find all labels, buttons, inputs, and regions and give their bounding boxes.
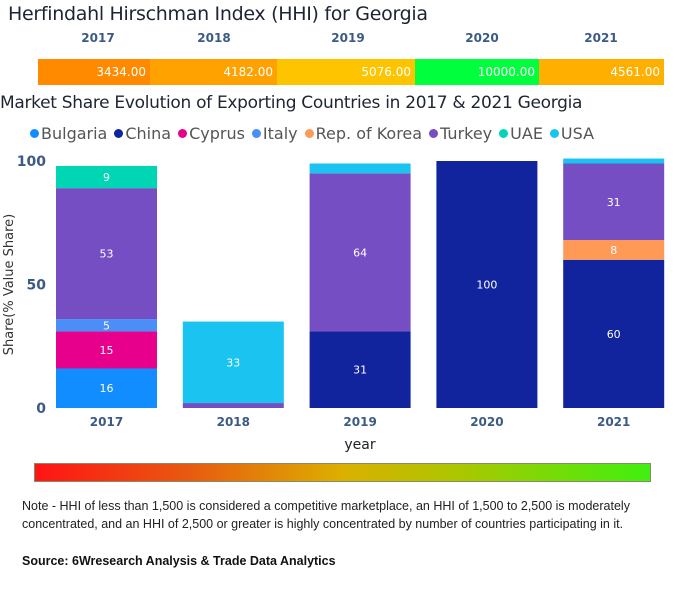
data-label: 60 (607, 328, 621, 341)
hhi-value-cell: 4182.00 (150, 59, 277, 85)
bar-segment-china (563, 259, 665, 408)
legend-label: China (125, 124, 172, 143)
legend-label: Italy (262, 124, 298, 143)
legend-item[interactable]: Turkey (429, 124, 492, 143)
legend-item[interactable]: Rep. of Korea (304, 124, 423, 143)
data-label: 33 (226, 356, 240, 369)
legend-dot-icon (114, 129, 124, 138)
bar-segment-turkey (563, 163, 665, 241)
hhi-year-label: 2020 (465, 31, 499, 45)
legend-dot-icon (30, 129, 39, 138)
data-label: 15 (100, 344, 114, 357)
bar-segment-turkey (56, 188, 157, 320)
legend-label: Rep. of Korea (315, 124, 423, 143)
legend-item[interactable]: China (114, 124, 171, 143)
legend-label: Turkey (440, 124, 493, 143)
note-text: Note - HHI of less than 1,500 is conside… (22, 499, 630, 531)
hhi-value-cell: 3434.00 (38, 59, 150, 85)
legend-item[interactable]: Cyprus (178, 124, 245, 143)
legend-label: USA (560, 124, 595, 143)
data-label: 64 (353, 246, 367, 259)
hhi-value-cell: 5076.00 (277, 59, 415, 85)
x-tick-label: 2019 (343, 415, 376, 429)
legend-item[interactable]: Italy (251, 124, 298, 143)
y-tick-label: 0 (36, 401, 46, 417)
source-text: Source: 6Wresearch Analysis & Trade Data… (22, 554, 336, 568)
bar-segment-bulgaria (56, 368, 157, 408)
data-label: 8 (610, 244, 617, 257)
bar-segment-rep-of-korea (563, 240, 665, 260)
hhi-year-label: 2017 (81, 31, 115, 45)
data-label: 5 (103, 319, 110, 332)
y-axis-label: Share(% Value Share) (2, 214, 17, 356)
bar-segment-usa (182, 321, 284, 404)
hhi-color-scale (34, 463, 651, 482)
legend-dot-icon (499, 129, 509, 138)
legend-dot-icon (178, 129, 188, 138)
hhi-year-label: 2021 (584, 31, 618, 45)
legend-label: UAE (510, 124, 543, 143)
bar-segment-china (309, 331, 411, 408)
data-label: 16 (100, 382, 114, 395)
bar-segment-china (436, 161, 538, 408)
bar-segment-cyprus (56, 331, 157, 369)
bar-segment-usa (563, 158, 665, 164)
legend-dot-icon (304, 129, 314, 138)
stacked-bar-chart: 0 50 100 Share(% Value Share) 16 15 5 53 9 2017 33… (2, 154, 665, 453)
x-tick-label: 2018 (217, 415, 250, 429)
data-label: 31 (607, 196, 621, 209)
hhi-value-cell: 4561.00 (539, 59, 664, 85)
chart-title: Market Share Evolution of Exporting Coun… (0, 93, 583, 113)
x-tick-label: 2020 (470, 415, 503, 429)
x-tick-label: 2021 (597, 415, 630, 429)
bar-segment-turkey (309, 173, 411, 332)
hhi-title: Herfindahl Hirschman Index (HHI) for Geo… (8, 3, 428, 25)
bar-segment-italy (56, 319, 157, 332)
legend-item[interactable]: Bulgaria (30, 124, 107, 143)
data-label: 9 (103, 171, 110, 184)
bar-segment-usa (309, 163, 411, 174)
hhi-year-label: 2018 (197, 31, 231, 45)
legend-item[interactable]: USA (549, 124, 595, 143)
bar-segment-uae (56, 165, 157, 189)
legend-dot-icon (429, 129, 439, 138)
data-label: 100 (476, 279, 497, 292)
data-label: 53 (100, 248, 114, 261)
legend-item[interactable]: UAE (499, 124, 543, 143)
y-tick-label: 100 (17, 154, 46, 170)
hhi-year-label: 2019 (331, 31, 365, 45)
legend-label: Bulgaria (41, 124, 108, 143)
chart-legend: Bulgaria China Cyprus Italy Rep. of Korea Tur… (30, 124, 601, 143)
x-axis-label: year (344, 437, 375, 453)
legend-dot-icon (251, 129, 261, 138)
legend-label: Cyprus (189, 124, 245, 143)
hhi-value-bar: 3434.00 4182.00 5076.00 10000.00 4561.00 (38, 59, 664, 85)
bar-segment-turkey (182, 403, 284, 408)
data-label: 31 (353, 364, 367, 377)
y-tick-label: 50 (27, 278, 47, 294)
x-tick-label: 2017 (90, 415, 123, 429)
hhi-year-row: 2017 2018 2019 2020 2021 (38, 31, 664, 51)
hhi-value-cell: 10000.00 (415, 59, 539, 85)
legend-dot-icon (549, 129, 559, 138)
